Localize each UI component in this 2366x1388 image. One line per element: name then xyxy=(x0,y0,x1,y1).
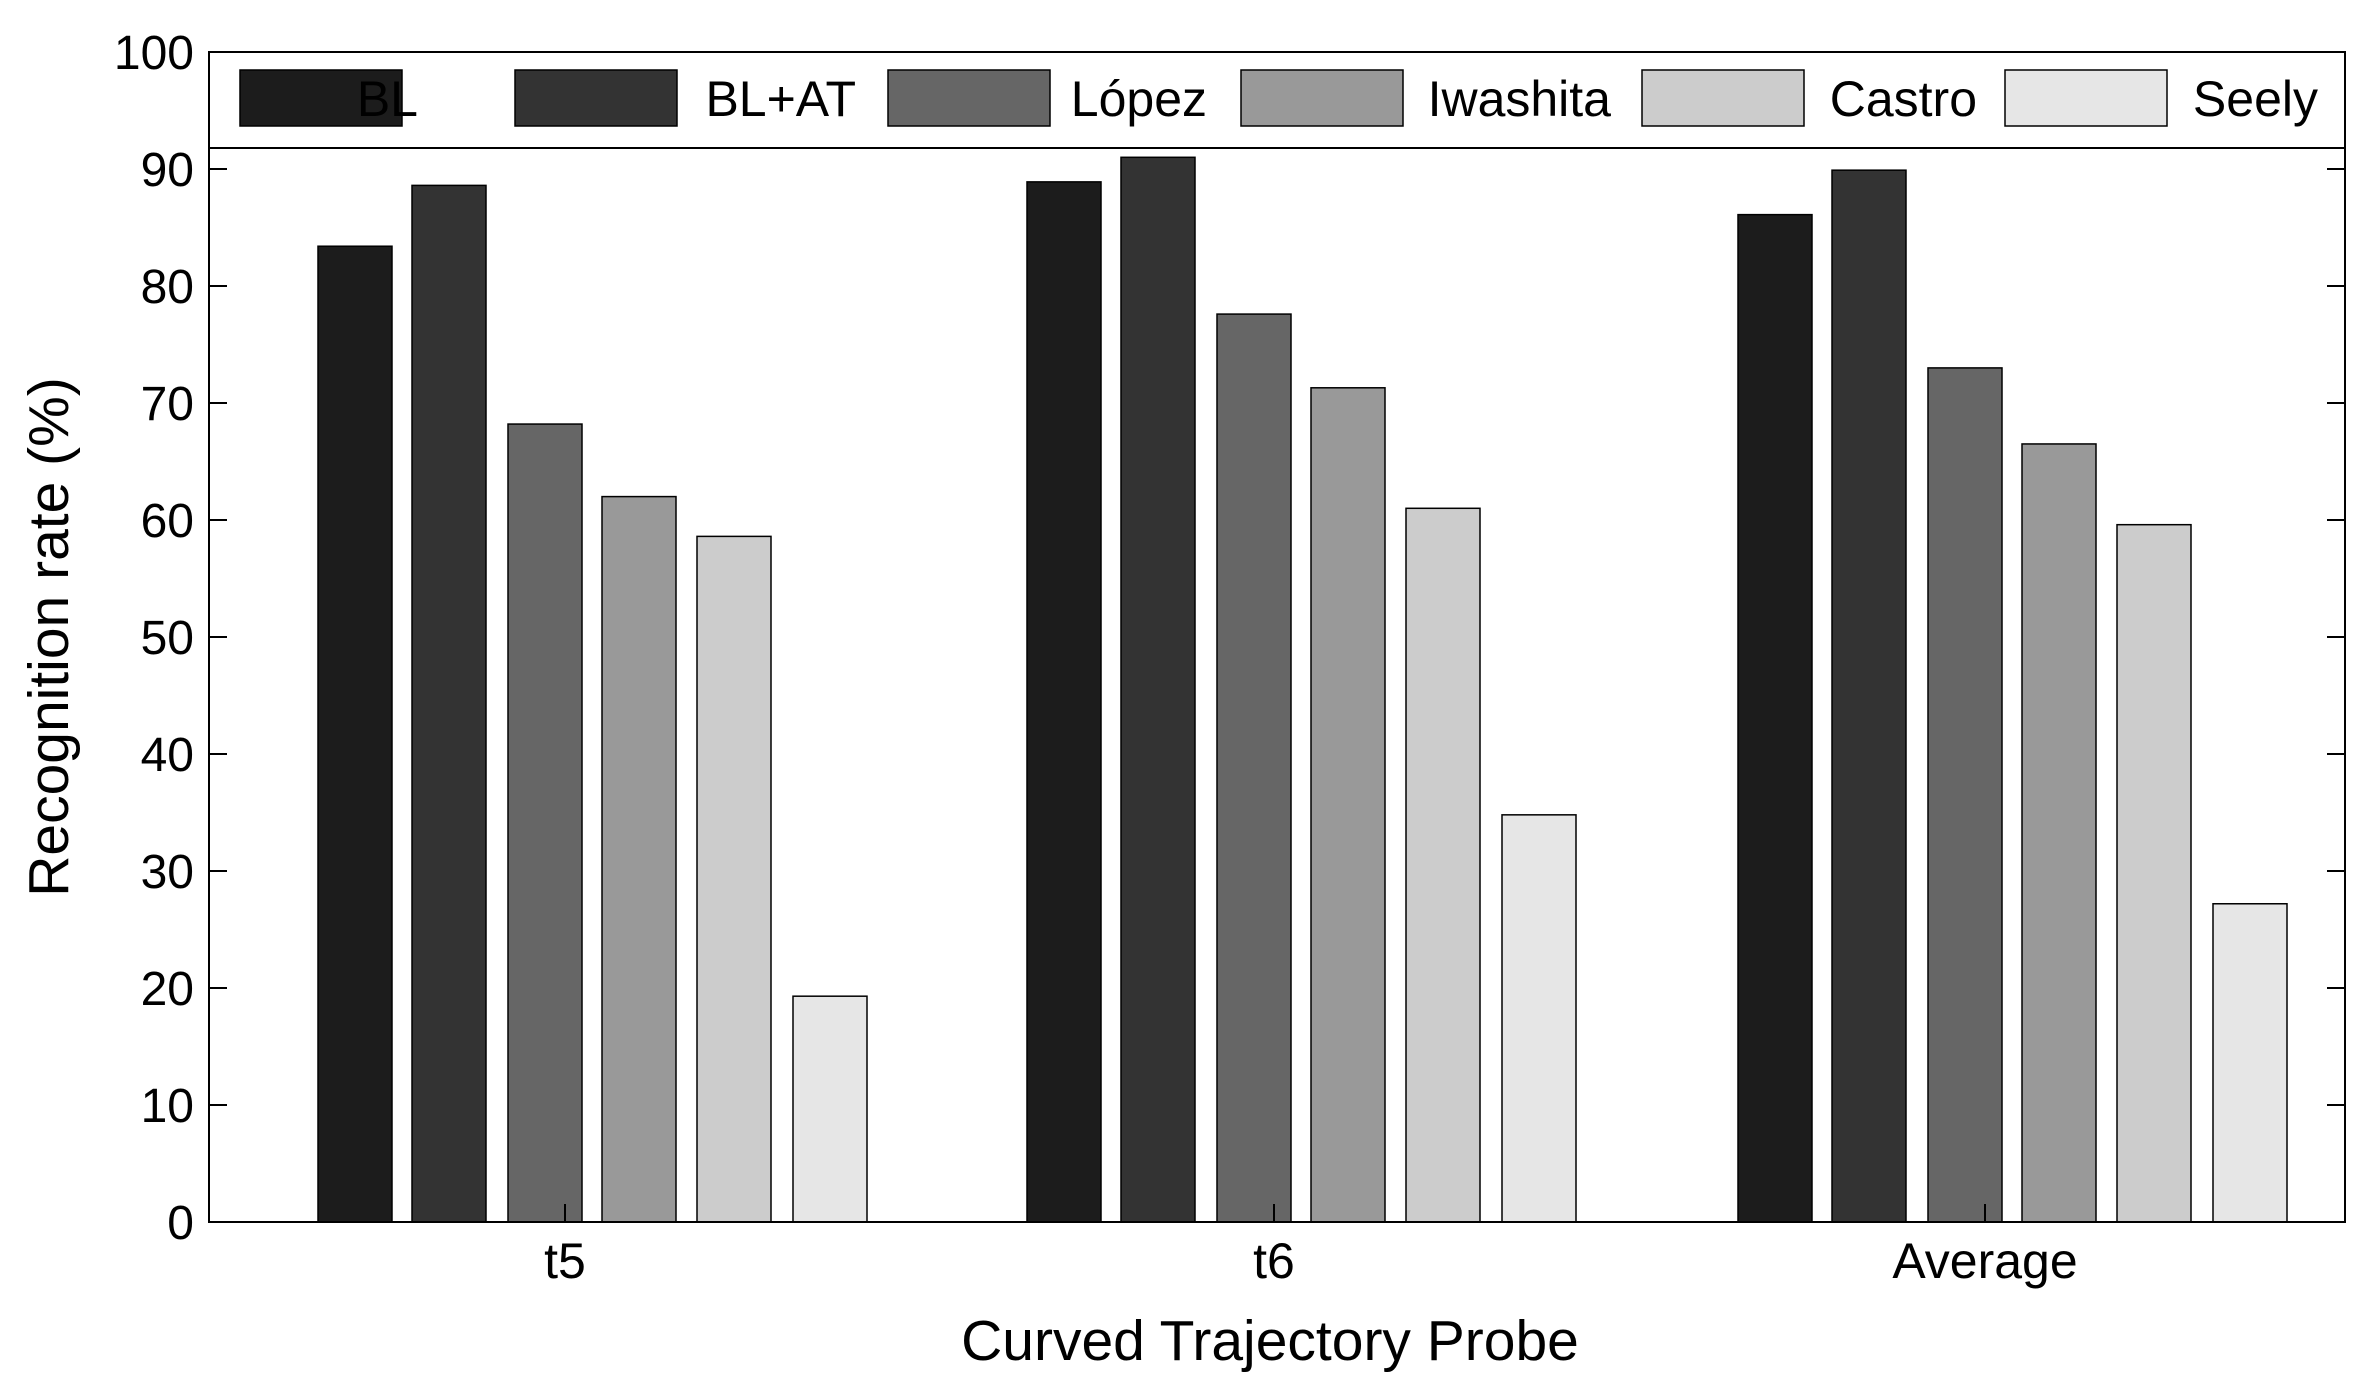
legend-label-bl: BL xyxy=(357,71,418,127)
bar-seely-average xyxy=(2212,903,2288,1223)
y-tick-label: 60 xyxy=(141,495,194,548)
legend-swatch-iwashita xyxy=(1240,69,1404,127)
bars-group xyxy=(317,156,2288,1223)
bar-lopez-average xyxy=(1927,367,2003,1223)
y-tick-label: 90 xyxy=(141,144,194,197)
bar-iwashita-t5 xyxy=(601,495,677,1223)
legend-label-iwashita: Iwashita xyxy=(1428,71,1612,127)
x-tick-labels: t5 t6 Average xyxy=(544,1233,2078,1289)
bar-seely-t5 xyxy=(792,995,868,1223)
y-tick-label: 70 xyxy=(141,378,194,431)
legend-label-castro: Castro xyxy=(1830,71,1977,127)
legend-swatch-castro xyxy=(1641,69,1805,127)
legend-swatch-lopez xyxy=(887,69,1051,127)
y-tick-label: 50 xyxy=(141,612,194,665)
legend: BL BL+AT López Iwashita Castro Seely xyxy=(208,51,2346,149)
bar-lopez-t6 xyxy=(1216,313,1292,1223)
bar-bl-t6 xyxy=(1026,181,1102,1223)
bar-iwashita-average xyxy=(2021,443,2097,1223)
y-tick-label: 20 xyxy=(141,963,194,1016)
x-axis-title: Curved Trajectory Probe xyxy=(961,1309,1579,1373)
legend-swatch-bl xyxy=(239,69,403,127)
bar-lopez-t5 xyxy=(507,423,583,1223)
x-tick-label-average: Average xyxy=(1892,1233,2077,1289)
bar-bl-average xyxy=(1737,213,1813,1223)
bar-bl-at-t6 xyxy=(1120,156,1196,1223)
legend-label-seely: Seely xyxy=(2193,71,2318,127)
bar-bl-at-average xyxy=(1831,169,1907,1223)
bar-bl-t5 xyxy=(317,245,393,1223)
y-tick-label: 10 xyxy=(141,1080,194,1133)
y-tick-label: 0 xyxy=(167,1197,194,1250)
bar-seely-t6 xyxy=(1501,814,1577,1223)
legend-swatch-seely xyxy=(2004,69,2168,127)
y-tick-labels: 0 10 20 30 40 50 60 70 80 90 100 xyxy=(114,27,194,1250)
bar-castro-t5 xyxy=(696,535,772,1223)
x-tick-label-t5: t5 xyxy=(544,1233,586,1289)
y-tick-label: 100 xyxy=(114,27,194,80)
bar-bl-at-t5 xyxy=(411,184,487,1223)
x-tick-label-t6: t6 xyxy=(1253,1233,1295,1289)
bar-castro-t6 xyxy=(1405,507,1481,1223)
y-tick-label: 40 xyxy=(141,729,194,782)
legend-label-lopez: López xyxy=(1071,71,1207,127)
legend-swatch-bl-at xyxy=(514,69,678,127)
bar-iwashita-t6 xyxy=(1310,387,1386,1223)
y-tick-label: 80 xyxy=(141,261,194,314)
y-tick-label: 30 xyxy=(141,846,194,899)
bar-castro-average xyxy=(2116,523,2192,1223)
y-axis-title: Recognition rate (%) xyxy=(17,377,81,897)
legend-label-bl-at: BL+AT xyxy=(705,71,856,127)
